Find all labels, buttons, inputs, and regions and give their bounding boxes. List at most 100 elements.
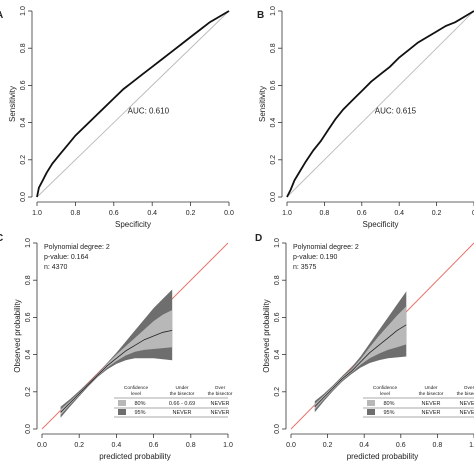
x-axis-label: Specificity — [115, 220, 151, 229]
table-cell-over: NEVER — [211, 410, 230, 416]
y-tick-label: 0.0 — [274, 424, 281, 434]
table-cell-under: NEVER — [422, 410, 441, 416]
x-tick-label: 0.4 — [147, 210, 157, 217]
table-cell-under: NEVER — [173, 410, 192, 416]
x-axis-label: predicted probability — [99, 452, 171, 461]
auc-annotation: AUC: 0.610 — [128, 106, 170, 115]
info-line: n: 4370 — [44, 264, 67, 271]
roc-curve — [286, 10, 474, 198]
table-header: Over — [215, 385, 226, 391]
confidence-band-95 — [60, 289, 173, 418]
x-tick-label: 0.6 — [396, 442, 406, 449]
y-tick-label: 0.0 — [20, 192, 27, 202]
confidence-band-80 — [60, 310, 173, 416]
table-cell-level: 95% — [383, 410, 394, 416]
x-tick-label: 0.4 — [394, 210, 404, 217]
x-tick-label: 1.0 — [469, 442, 474, 449]
y-tick-label: 0.8 — [20, 43, 27, 53]
panel-a: A 1.0 0.8 0.6 0.4 0.2 0.0 0.0 0.2 0.4 0.6 0.8 1.0 Spe… — [0, 6, 234, 229]
auc-annotation: AUC: 0.615 — [375, 106, 417, 115]
info-line: Polynomial degree: 2 — [293, 244, 359, 251]
x-tick-label: 0.6 — [357, 210, 367, 217]
table-cell-over: NEVER — [460, 410, 474, 416]
x-tick-label: 0.4 — [112, 442, 122, 449]
panel-c: C 0.0 0.2 0.4 0.6 0.8 1.0 0.0 0.2 0.4 0.6 0.8 1.0 pre… — [0, 233, 233, 461]
table-cell-level: 80% — [134, 401, 145, 407]
legend-swatch — [367, 400, 375, 406]
x-tick-label: 0.0 — [37, 442, 47, 449]
x-tick-label: 0 — [472, 210, 474, 217]
calibration-curve — [314, 324, 407, 407]
table-header: the bisector — [170, 391, 195, 397]
y-tick-label: 0.4 — [274, 350, 281, 360]
y-tick-label: 0.8 — [25, 275, 32, 285]
legend-swatch — [367, 409, 375, 415]
calibration-curve — [60, 330, 173, 413]
x-tick-label: 0.8 — [186, 442, 196, 449]
x-tick-label: 0.4 — [359, 442, 369, 449]
info-line: n: 3575 — [293, 264, 316, 271]
legend-swatch — [118, 400, 126, 406]
y-tick-label: 0.4 — [25, 350, 32, 360]
table-header: the bisector — [457, 391, 474, 397]
y-axis-label: Observed probability — [13, 299, 22, 372]
table-cell-under: NEVER — [422, 401, 441, 407]
y-tick-label: 0.8 — [274, 275, 281, 285]
y-tick-label: 0.6 — [270, 80, 277, 90]
info-line: p-value: 0.164 — [44, 254, 88, 261]
table-header: the bisector — [208, 391, 233, 397]
table-header: Confidence — [124, 385, 149, 391]
table-cell-level: 80% — [383, 401, 394, 407]
y-tick-label: 0.0 — [25, 424, 32, 434]
info-line: Polynomial degree: 2 — [44, 244, 110, 251]
y-tick-label: 0.8 — [270, 43, 277, 53]
x-tick-label: 0.0 — [224, 210, 234, 217]
table-header: Over — [464, 385, 474, 391]
y-tick-label: 0.6 — [20, 80, 27, 90]
info-line: p-value: 0.190 — [293, 254, 337, 261]
panel-d: D 0.0 0.2 0.4 0.6 0.8 1.0 0.0 0.2 0.4 0.6 0.8 1.0 pre… — [255, 233, 474, 461]
x-tick-label: 0.0 — [286, 442, 296, 449]
x-tick-label: 1.0 — [223, 442, 233, 449]
y-tick-label: 0.2 — [270, 155, 277, 165]
x-axis-label: predicted probability — [347, 452, 419, 461]
table-cell-under: 0.66 - 0.69 — [169, 401, 195, 407]
y-tick-label: 1.0 — [274, 238, 281, 248]
x-tick-label: 0.8 — [320, 210, 330, 217]
y-tick-label: 0.6 — [274, 312, 281, 322]
y-tick-label: 1.0 — [20, 6, 27, 16]
table-header: Under — [175, 385, 188, 391]
y-tick-label: 1.0 — [25, 238, 32, 248]
x-tick-label: 0.2 — [74, 442, 84, 449]
y-tick-label: 0.2 — [274, 387, 281, 397]
diagonal-reference-line — [286, 10, 474, 198]
y-tick-label: 0.4 — [20, 118, 27, 128]
x-tick-label: 0.6 — [149, 442, 159, 449]
x-tick-label: 0.8 — [71, 210, 81, 217]
x-axis-label: Specificity — [362, 220, 398, 229]
roc-curve — [36, 10, 230, 198]
y-tick-label: 0.0 — [270, 192, 277, 202]
y-axis-label: Observed probability — [262, 299, 271, 372]
legend-swatch — [118, 409, 126, 415]
panel-letter: D — [255, 233, 262, 244]
table-header: Confidence — [373, 385, 398, 391]
x-tick-label: 0.2 — [323, 442, 333, 449]
panel-letter: B — [257, 10, 264, 21]
panel-letter: C — [0, 233, 3, 244]
table-header: Under — [424, 385, 437, 391]
x-tick-label: 1.0 — [282, 210, 292, 217]
panel-letter: A — [0, 10, 3, 21]
x-tick-label: 0.2 — [432, 210, 442, 217]
y-axis-label: Sensitivity — [258, 86, 267, 122]
x-tick-label: 0.6 — [109, 210, 119, 217]
table-header: level — [380, 391, 390, 397]
x-tick-label: 0.2 — [186, 210, 196, 217]
table-cell-over: NEVER — [460, 401, 474, 407]
y-tick-label: 0.2 — [20, 155, 27, 165]
x-tick-label: 0.8 — [433, 442, 443, 449]
diagonal-reference-line — [36, 10, 230, 198]
